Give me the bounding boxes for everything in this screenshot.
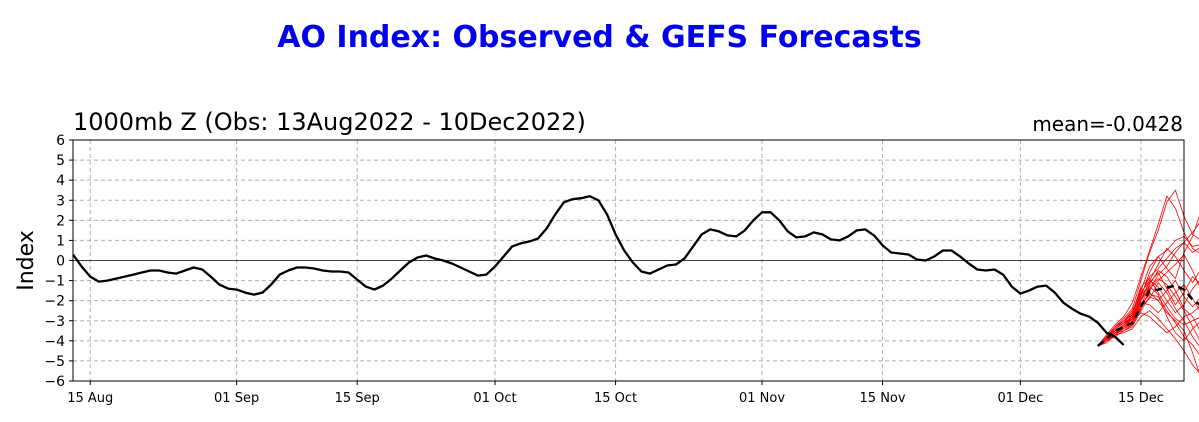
y-tick-label: −1 xyxy=(44,274,65,290)
y-tick-label: −3 xyxy=(44,314,65,330)
x-tick-label: 01 Sep xyxy=(214,391,259,406)
y-tick-label: −4 xyxy=(44,334,65,350)
x-tick-label: 15 Aug xyxy=(67,391,113,406)
y-tick-label: −6 xyxy=(44,374,65,390)
x-tick-label: 15 Sep xyxy=(335,391,380,406)
y-tick-label: 4 xyxy=(56,173,65,189)
x-tick-label: 01 Nov xyxy=(739,391,785,406)
x-tick-label: 01 Oct xyxy=(473,391,516,406)
y-tick-label: 1 xyxy=(56,233,65,249)
observed-series-line xyxy=(72,195,1125,346)
y-tick-label: −2 xyxy=(44,294,65,310)
y-tick-label: −5 xyxy=(44,354,65,370)
chart-subtitle-right: mean=-0.0428 xyxy=(1032,112,1183,136)
y-axis-ticks: −6 −5 −4 −3 −2 −1 0 1 2 3 4 5 6 xyxy=(44,133,73,390)
x-tick-label: 01 Dec xyxy=(997,391,1043,406)
chart-subtitle-left: 1000mb Z (Obs: 13Aug2022 - 10Dec2022) xyxy=(73,108,586,136)
y-axis-label: Index xyxy=(14,230,39,291)
y-tick-label: 6 xyxy=(56,133,65,149)
y-tick-label: 3 xyxy=(56,193,65,209)
x-axis-ticks: 15 Aug 01 Sep 15 Sep 01 Oct 15 Oct 01 Nov 15 N… xyxy=(67,381,1164,406)
x-tick-label: 15 Oct xyxy=(594,391,637,406)
y-tick-label: 2 xyxy=(56,213,65,229)
y-tick-label: 0 xyxy=(56,254,65,270)
chart-title: AO Index: Observed & GEFS Forecasts xyxy=(277,20,922,55)
x-tick-label: 15 Dec xyxy=(1118,391,1164,406)
x-tick-label: 15 Nov xyxy=(860,391,906,406)
y-tick-label: 5 xyxy=(56,153,65,169)
